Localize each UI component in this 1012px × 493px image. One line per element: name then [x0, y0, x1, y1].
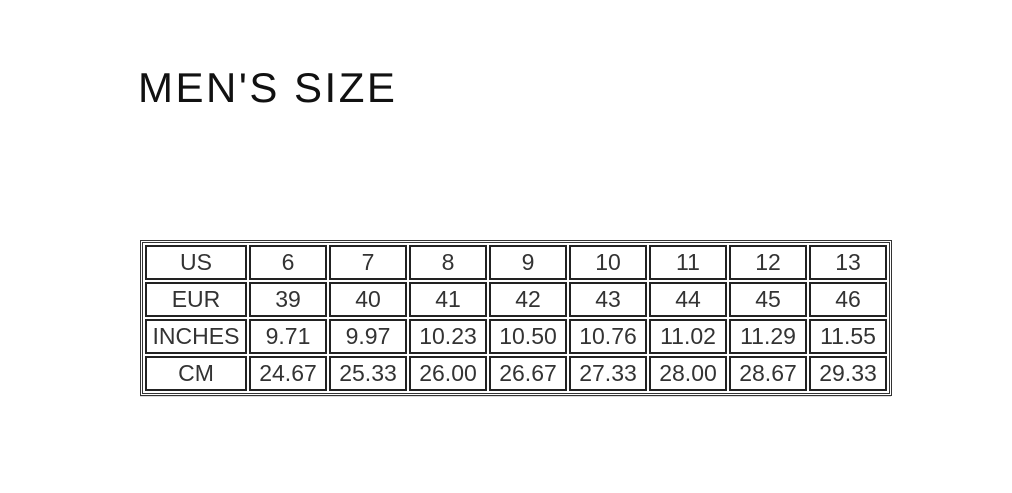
table-cell: 46	[809, 282, 887, 317]
table-cell: 26.67	[489, 356, 567, 391]
row-header: EUR	[145, 282, 247, 317]
page-title: MEN'S SIZE	[138, 64, 398, 111]
table-cell: 41	[409, 282, 487, 317]
row-header: US	[145, 245, 247, 280]
table-cell: 28.67	[729, 356, 807, 391]
table-row: CM 24.67 25.33 26.00 26.67 27.33 28.00 28.67 29.…	[145, 356, 887, 391]
row-header: CM	[145, 356, 247, 391]
table-cell: 11.29	[729, 319, 807, 354]
table-cell: 27.33	[569, 356, 647, 391]
table-cell: 26.00	[409, 356, 487, 391]
table-cell: 7	[329, 245, 407, 280]
table-cell: 40	[329, 282, 407, 317]
table-row: INCHES 9.71 9.97 10.23 10.50 10.76 11.02 11.29 1…	[145, 319, 887, 354]
table-cell: 9	[489, 245, 567, 280]
table-cell: 11.02	[649, 319, 727, 354]
table-cell: 6	[249, 245, 327, 280]
table-cell: 45	[729, 282, 807, 317]
size-chart-table: US 6 7 8 9 10 11 12 13 EUR 39 40 41 42 43 44 45 46 INCHES 9…	[140, 240, 892, 396]
table-cell: 28.00	[649, 356, 727, 391]
table-cell: 10	[569, 245, 647, 280]
table-cell: 11.55	[809, 319, 887, 354]
table-cell: 8	[409, 245, 487, 280]
table-cell: 24.67	[249, 356, 327, 391]
table-cell: 10.50	[489, 319, 567, 354]
table-cell: 9.97	[329, 319, 407, 354]
table-cell: 29.33	[809, 356, 887, 391]
table-cell: 39	[249, 282, 327, 317]
table-row: EUR 39 40 41 42 43 44 45 46	[145, 282, 887, 317]
table-cell: 44	[649, 282, 727, 317]
table-cell: 13	[809, 245, 887, 280]
row-header: INCHES	[145, 319, 247, 354]
table-cell: 10.76	[569, 319, 647, 354]
table-shadow	[140, 396, 891, 397]
table-cell: 25.33	[329, 356, 407, 391]
table-row: US 6 7 8 9 10 11 12 13	[145, 245, 887, 280]
table-cell: 10.23	[409, 319, 487, 354]
table-cell: 42	[489, 282, 567, 317]
table-cell: 43	[569, 282, 647, 317]
table-cell: 11	[649, 245, 727, 280]
table-cell: 12	[729, 245, 807, 280]
table-cell: 9.71	[249, 319, 327, 354]
